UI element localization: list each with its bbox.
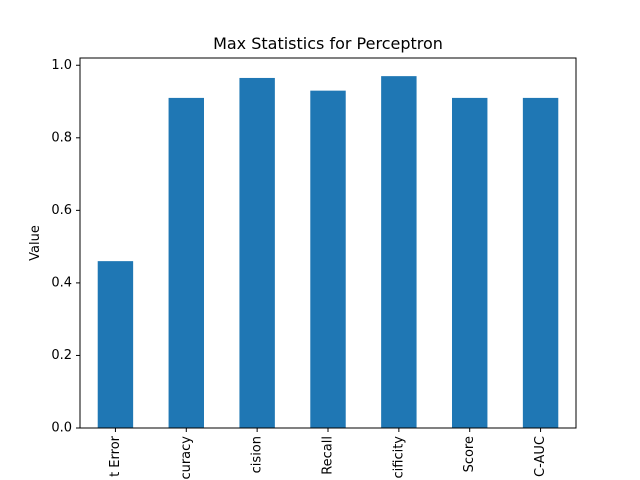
y-axis-label: Value	[28, 225, 43, 261]
bar-4	[381, 76, 417, 428]
x-tick-label-6: C-AUC	[533, 436, 548, 477]
plot-area-frame	[79, 57, 577, 429]
y-tick-label-2: 0.4	[51, 275, 72, 290]
bars-group	[97, 76, 559, 429]
bar-0	[97, 261, 134, 428]
x-tick-label-1: curacy	[179, 436, 194, 480]
x-tick-label-4: cificity	[391, 436, 406, 479]
bar-2	[239, 77, 275, 428]
y-tick-label-0: 0.0	[51, 421, 72, 436]
y-tick-label-1: 0.2	[51, 348, 72, 363]
x-tick-label-0: t Error	[108, 435, 123, 477]
bar-1	[168, 97, 204, 429]
bar-3	[310, 90, 346, 429]
x-tick-label-5: Score	[462, 436, 477, 472]
x-tick-label-3: Recall	[321, 436, 336, 475]
y-tick-label-5: 1.0	[51, 58, 72, 73]
y-tick-label-3: 0.6	[51, 203, 72, 218]
bar-5	[452, 97, 488, 429]
y-axis-ticks: 0.0 0.2 0.4 0.6 0.8 1.0	[51, 58, 80, 436]
chart-title: Max Statistics for Perceptron	[213, 34, 443, 53]
x-tick-label-2: cision	[250, 436, 265, 473]
y-tick-label-4: 0.8	[51, 130, 72, 145]
bar-6	[522, 97, 559, 429]
x-axis-ticks: t Error curacy cision Recall cificity Score C-…	[108, 428, 548, 480]
